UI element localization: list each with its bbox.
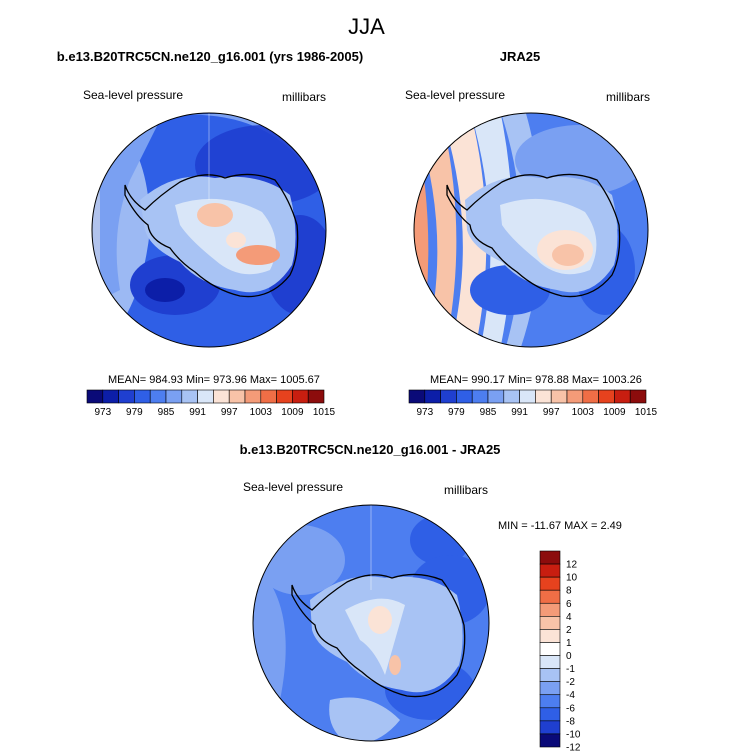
panel3-colorbar-cell xyxy=(539,681,561,696)
panel2-stats: MEAN= 990.17 Min= 978.88 Max= 1003.26 xyxy=(430,374,642,386)
panel1-colorbar-tick-label: 997 xyxy=(221,407,238,418)
panel2-colorbar-tick-label: 979 xyxy=(448,407,465,418)
panel2-left-label: Sea-level pressure xyxy=(405,88,506,102)
panel2-colorbar: 973 979 985 991 997 1003 1009 1015 xyxy=(408,389,658,418)
panel2-colorbar-cell xyxy=(424,389,441,404)
panel3-title: b.e13.B20TRC5CN.ne120_g16.001 - JRA25 xyxy=(239,442,501,457)
panel1-colorbar-cell xyxy=(276,389,293,404)
panel3-right-label: millibars xyxy=(444,483,489,497)
panel2-colorbar-cell xyxy=(566,389,584,404)
panel1-colorbar-cell xyxy=(165,389,183,404)
panel1-colorbar-cell xyxy=(149,389,167,404)
panel3-colorbar-cell xyxy=(539,629,561,643)
panel3-colorbar-cell xyxy=(539,616,561,630)
panel2-colorbar-tick-label: 973 xyxy=(416,407,433,418)
panel3-colorbar-tick-label: 1 xyxy=(566,638,572,649)
panel3-colorbar-tick-label: -2 xyxy=(566,677,575,688)
panel1-colorbar-cell xyxy=(307,389,325,404)
map1-polar-map xyxy=(91,112,327,348)
panel1-colorbar-cell xyxy=(102,389,119,404)
panel2-colorbar-cell xyxy=(440,389,457,404)
panel1-colorbar: 973 979 985 991 997 1003 1009 1015 xyxy=(86,389,336,418)
panel3-colorbar-tick-label: -1 xyxy=(566,664,575,675)
panel3-colorbar-cell xyxy=(539,576,561,591)
panel2-colorbar-cell xyxy=(456,389,473,404)
panel2-colorbar-tick-label: 1009 xyxy=(603,407,626,418)
panel2-colorbar-cell xyxy=(408,389,426,404)
panel3-colorbar-tick-label: 2 xyxy=(566,625,572,636)
panel2-title: JRA25 xyxy=(499,49,541,64)
panel2-colorbar-cell xyxy=(629,389,647,404)
panel3-colorbar-tick-label: 4 xyxy=(566,612,572,623)
panel1-colorbar-cell xyxy=(260,389,277,404)
panel3-colorbar-cell xyxy=(539,694,561,709)
panel3-colorbar-tick-label: -10 xyxy=(566,729,581,740)
panel2-colorbar-cell xyxy=(471,389,489,404)
panel3-colorbar-tick-label: 6 xyxy=(566,599,572,610)
panel2-colorbar-tick-label: 991 xyxy=(511,407,528,418)
main-title: JJA xyxy=(348,14,385,39)
panel3-colorbar-cell xyxy=(539,642,561,656)
panel1-colorbar-cell xyxy=(244,389,262,404)
panel3-colorbar-cell xyxy=(539,550,561,565)
panel3-colorbar-tick-label: -6 xyxy=(566,703,575,714)
panel1-stats: MEAN= 984.93 Min= 973.96 Max= 1005.67 xyxy=(108,374,320,386)
panel1-colorbar-tick-label: 1003 xyxy=(250,407,273,418)
panel2-colorbar-tick-label: 1003 xyxy=(572,407,595,418)
panel2-colorbar-tick-label: 997 xyxy=(543,407,560,418)
panel1-colorbar-cell xyxy=(134,389,151,404)
panel1-colorbar-tick-label: 985 xyxy=(158,407,175,418)
panel3-colorbar-tick-label: 10 xyxy=(566,573,578,584)
panel3-colorbar-cell xyxy=(539,563,561,578)
map2-polar-map xyxy=(413,112,649,348)
panel3-colorbar-cell xyxy=(539,655,561,669)
panel3-colorbar-tick-label: 0 xyxy=(566,651,572,662)
map3-polar-map xyxy=(252,504,490,742)
panel2-colorbar-cell xyxy=(598,389,615,404)
panel3-colorbar-cell xyxy=(539,668,561,682)
panel3-colorbar-cell xyxy=(539,602,561,617)
panel2-colorbar-cell xyxy=(582,389,599,404)
panel2-colorbar-cell xyxy=(503,389,520,404)
panel1-colorbar-tick-label: 1009 xyxy=(281,407,304,418)
panel3-colorbar-cell xyxy=(539,707,561,722)
panel3-colorbar-tick-label: 12 xyxy=(566,560,578,571)
panel1-right-label: millibars xyxy=(282,90,327,104)
panel3-colorbar-cell xyxy=(539,720,561,735)
panel2-right-label: millibars xyxy=(606,90,651,104)
panel1-colorbar-tick-label: 991 xyxy=(189,407,206,418)
panel1-colorbar-cell xyxy=(118,389,135,404)
panel1-colorbar-cell xyxy=(181,389,198,404)
panel1-colorbar-tick-label: 979 xyxy=(126,407,143,418)
panel2-colorbar-cell xyxy=(535,389,552,404)
panel1-colorbar-tick-label: 973 xyxy=(94,407,111,418)
panel2-colorbar-cell xyxy=(487,389,505,404)
panel3-stats: MIN = -11.67 MAX = 2.49 xyxy=(498,520,622,532)
panel2-colorbar-cell xyxy=(550,389,568,404)
panel3-colorbar-tick-label: 8 xyxy=(566,586,572,597)
panel1-colorbar-tick-label: 1015 xyxy=(313,407,336,418)
panel3-colorbar-tick-label: -12 xyxy=(566,743,581,754)
panel3-left-label: Sea-level pressure xyxy=(243,480,344,494)
panel2-colorbar-tick-label: 985 xyxy=(480,407,497,418)
panel1-colorbar-cell xyxy=(213,389,230,404)
panel2-colorbar-cell xyxy=(519,389,536,404)
panel1-left-label: Sea-level pressure xyxy=(83,88,184,102)
panel1-title: b.e13.B20TRC5CN.ne120_g16.001 (yrs 1986-… xyxy=(56,49,364,64)
panel1-colorbar-cell xyxy=(197,389,214,404)
panel1-colorbar-cell xyxy=(228,389,246,404)
panel1-colorbar-cell xyxy=(292,389,309,404)
panel1-colorbar-cell xyxy=(86,389,104,404)
panel3-colorbar-cell xyxy=(539,589,561,604)
panel2-colorbar-cell xyxy=(614,389,631,404)
panel3-colorbar-tick-label: -4 xyxy=(566,690,575,701)
panel3-colorbar-cell xyxy=(539,733,561,748)
panel2-colorbar-tick-label: 1015 xyxy=(635,407,658,418)
panel3-colorbar-tick-label: -8 xyxy=(566,716,575,727)
